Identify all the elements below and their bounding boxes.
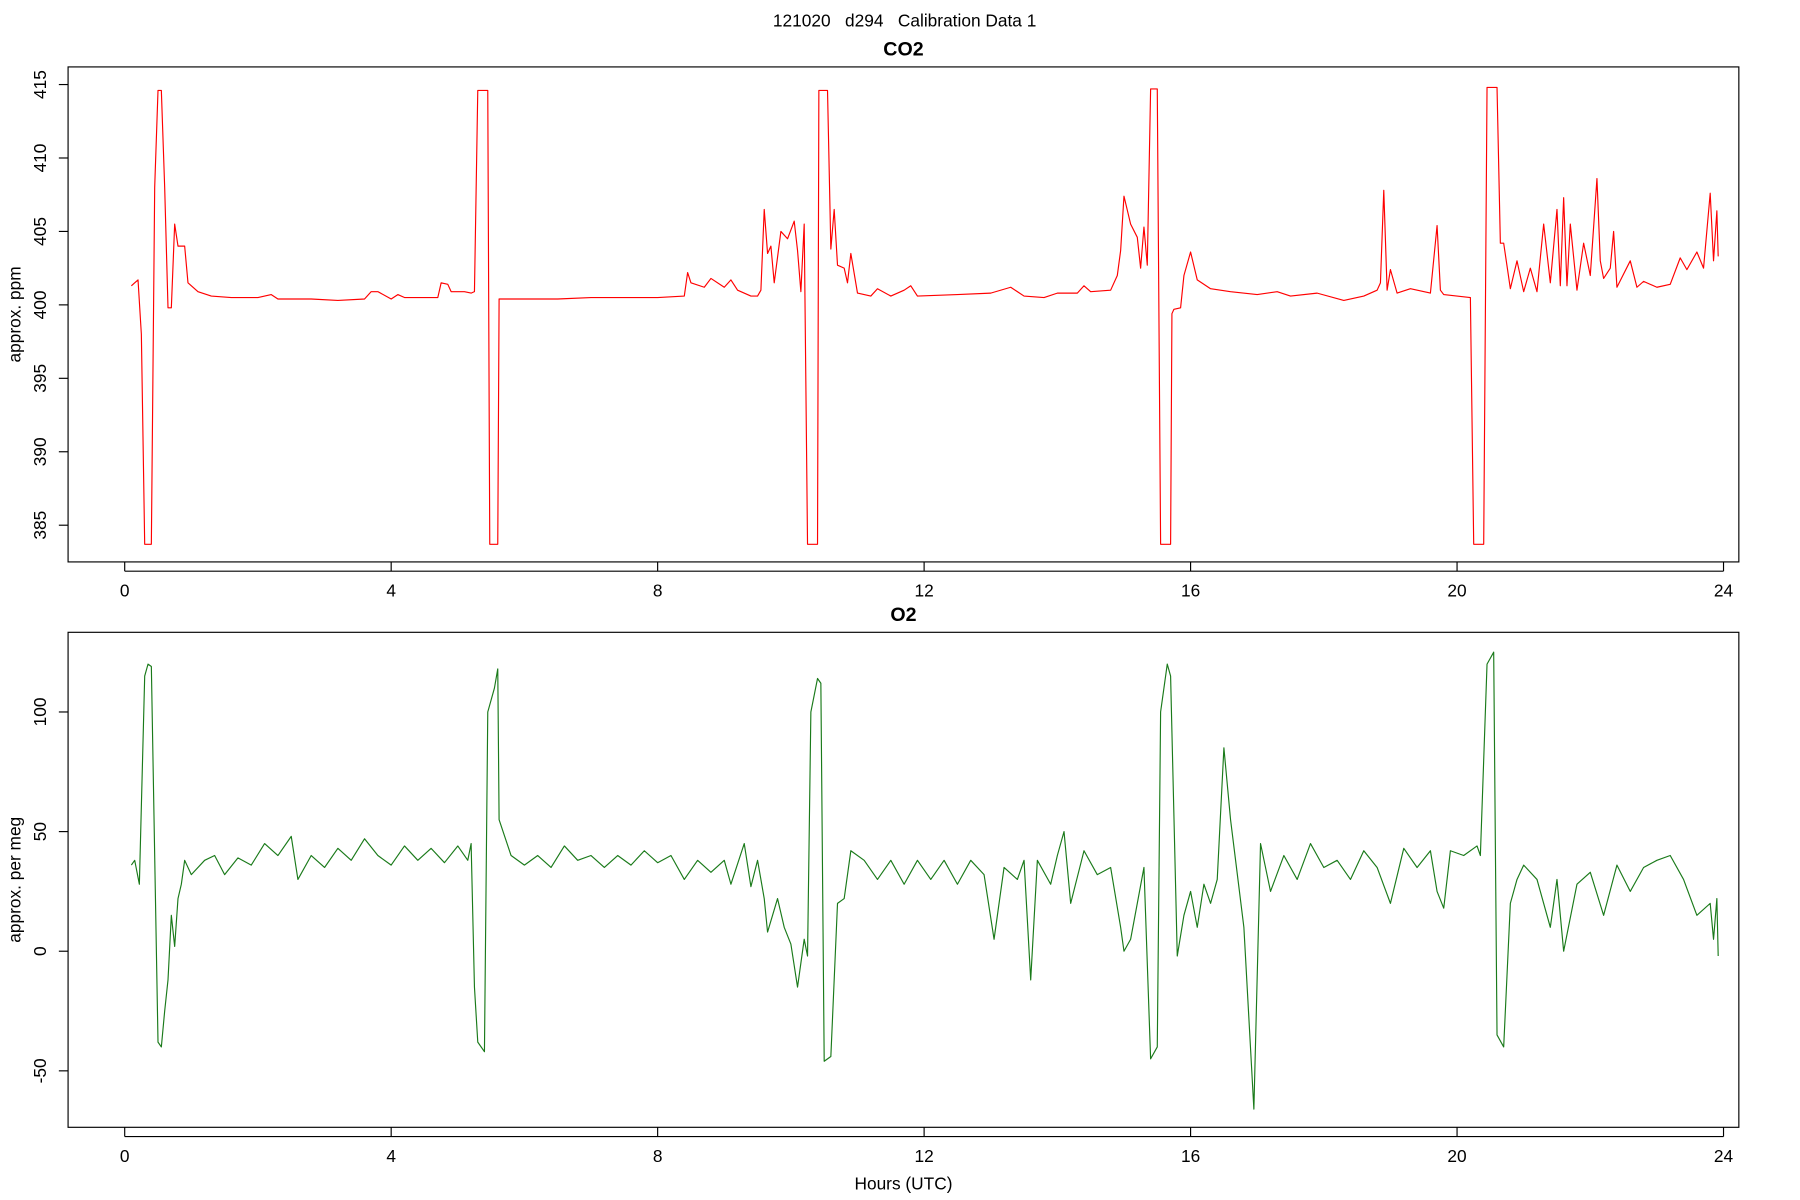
y-tick-label: 0 — [30, 946, 50, 956]
y-tick-label: 395 — [30, 364, 50, 393]
y-axis-label: approx. per meg — [5, 817, 25, 943]
y-axis-label: approx. ppm — [5, 266, 25, 362]
y-tick-label: 50 — [30, 822, 50, 841]
y-tick-label: -50 — [30, 1058, 50, 1083]
x-tick-label: 20 — [1447, 1146, 1466, 1166]
y-tick-label: 410 — [30, 144, 50, 173]
x-tick-label: 16 — [1181, 1146, 1200, 1166]
y-tick-label: 100 — [30, 698, 50, 727]
x-tick-label: 24 — [1714, 1146, 1734, 1166]
x-tick-label: 8 — [653, 1146, 663, 1166]
y-tick-label: 390 — [30, 437, 50, 466]
plot-frame — [67, 66, 1740, 563]
x-tick-label: 12 — [914, 1146, 933, 1166]
y-tick-label: 405 — [30, 217, 50, 246]
x-tick-label: 4 — [386, 1146, 396, 1166]
plot-frame — [67, 631, 1740, 1128]
page-title: 121020 d294 Calibration Data 1 — [773, 10, 1036, 30]
x-tick-label: 12 — [914, 581, 933, 601]
x-tick-label: 20 — [1447, 581, 1466, 601]
x-tick-label: 8 — [653, 581, 663, 601]
x-tick-label: 16 — [1181, 581, 1200, 601]
x-axis-label: Hours (UTC) — [854, 1174, 952, 1194]
data-line — [130, 86, 1719, 545]
x-tick-label: 24 — [1714, 581, 1734, 601]
chart-title: O2 — [890, 604, 916, 626]
data-line — [130, 651, 1719, 1110]
x-tick-label: 4 — [386, 581, 396, 601]
x-tick-label: 0 — [120, 581, 130, 601]
chart-title: CO2 — [883, 38, 923, 60]
y-tick-label: 385 — [30, 511, 50, 540]
x-tick-label: 0 — [120, 1146, 130, 1166]
y-tick-label: 415 — [30, 70, 50, 99]
y-tick-label: 400 — [30, 290, 50, 319]
